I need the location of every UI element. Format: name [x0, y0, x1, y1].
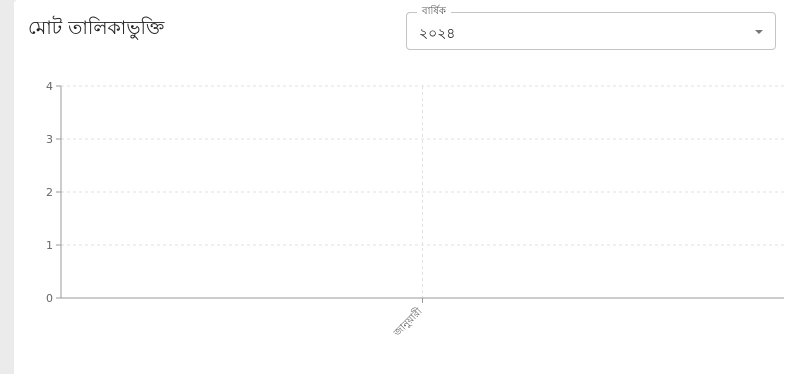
period-select-value: ২০২৪: [419, 26, 456, 42]
y-tick-label: 3: [46, 133, 53, 146]
enrollment-chart: 0 1 2 3 4 জানুয়ারী: [46, 80, 784, 340]
y-tick-label: 1: [46, 239, 53, 252]
y-tick-label: 4: [46, 80, 53, 93]
y-axis-ticks: 0 1 2 3 4: [46, 80, 61, 305]
y-tick-label: 2: [46, 186, 53, 199]
period-select-label: বার্ষিক: [417, 4, 451, 21]
chevron-down-icon[interactable]: [755, 30, 763, 34]
x-tick-label: জানুয়ারী: [390, 305, 425, 340]
x-axis-ticks: জানুয়ারী: [390, 298, 425, 340]
period-select[interactable]: বার্ষিক ২০২৪: [406, 4, 776, 50]
card-title: মোট তালিকাভুক্তি: [28, 17, 165, 39]
enrollment-card: মোট তালিকাভুক্তি বার্ষিক ২০২৪ 0 1 2 3 4 জানু…: [14, 0, 787, 374]
y-tick-label: 0: [46, 292, 53, 305]
chart-grid: [61, 85, 784, 298]
